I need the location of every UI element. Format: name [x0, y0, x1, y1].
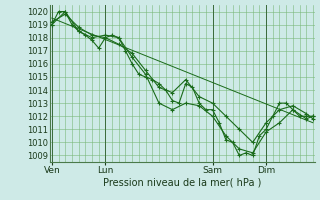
- X-axis label: Pression niveau de la mer( hPa ): Pression niveau de la mer( hPa ): [103, 178, 261, 188]
